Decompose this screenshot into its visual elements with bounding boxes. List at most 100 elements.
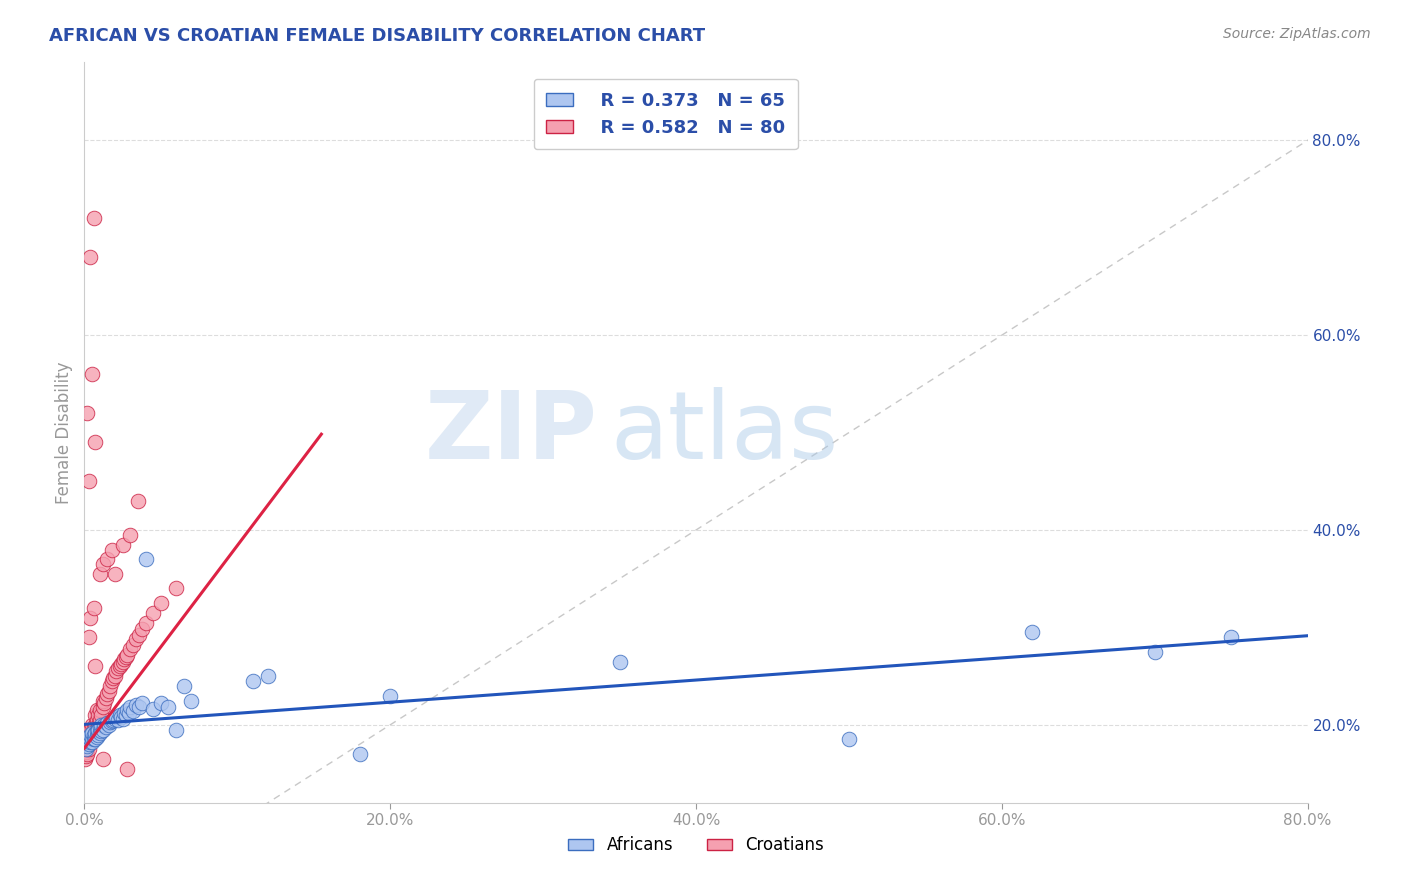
Point: [91, 723, 114, 737]
Point: [77, 732, 100, 747]
Point: [76, 735, 98, 749]
Point: [76, 737, 98, 751]
Point: [76, 739, 98, 754]
Point: [165, 723, 187, 737]
Point: [91, 693, 114, 707]
Point: [111, 712, 134, 726]
Point: [90, 718, 112, 732]
Point: [84, 659, 107, 673]
Point: [84, 725, 107, 739]
Point: [77, 728, 100, 742]
Point: [104, 712, 127, 726]
Point: [131, 623, 153, 637]
Point: [108, 659, 131, 673]
Point: [79, 250, 101, 264]
Point: [89, 703, 111, 717]
Point: [103, 713, 125, 727]
Point: [242, 673, 264, 688]
Text: ZIP: ZIP: [425, 386, 598, 479]
Point: [80, 735, 103, 749]
Point: [91, 752, 114, 766]
Point: [89, 566, 111, 581]
Point: [75, 752, 97, 766]
Point: [97, 683, 120, 698]
Point: [75, 749, 97, 764]
Point: [75, 737, 97, 751]
Point: [80, 718, 103, 732]
Point: [89, 713, 111, 727]
Point: [149, 596, 172, 610]
Point: [257, 669, 280, 683]
Point: [98, 714, 121, 729]
Point: [125, 632, 148, 647]
Point: [114, 649, 136, 664]
Point: [135, 615, 157, 630]
Text: Source: ZipAtlas.com: Source: ZipAtlas.com: [1223, 27, 1371, 41]
Point: [96, 687, 118, 701]
Point: [77, 742, 100, 756]
Point: [86, 723, 108, 738]
Point: [120, 641, 142, 656]
Point: [98, 679, 121, 693]
Point: [80, 725, 103, 739]
Point: [97, 718, 120, 732]
Point: [107, 661, 129, 675]
Point: [115, 648, 138, 662]
Point: [96, 715, 118, 730]
Y-axis label: Female Disability: Female Disability: [55, 361, 73, 504]
Point: [173, 679, 195, 693]
Point: [79, 735, 101, 749]
Point: [86, 713, 108, 727]
Point: [180, 693, 202, 707]
Point: [110, 657, 132, 672]
Point: [76, 728, 98, 742]
Point: [77, 630, 100, 644]
Point: [76, 742, 98, 756]
Point: [110, 710, 132, 724]
Point: [86, 730, 108, 744]
Point: [349, 747, 371, 761]
Point: [165, 582, 187, 596]
Point: [76, 731, 98, 746]
Point: [91, 557, 114, 571]
Point: [157, 700, 180, 714]
Point: [75, 742, 97, 756]
Point: [104, 566, 127, 581]
Point: [87, 718, 110, 732]
Point: [79, 730, 101, 744]
Point: [75, 742, 97, 756]
Point: [87, 728, 110, 742]
Point: [80, 725, 103, 739]
Point: [609, 655, 631, 669]
Point: [77, 475, 100, 489]
Point: [87, 723, 110, 737]
Point: [86, 703, 108, 717]
Legend: Africans, Croatians: Africans, Croatians: [561, 830, 831, 861]
Point: [86, 723, 108, 737]
Point: [142, 606, 165, 620]
Point: [76, 747, 98, 761]
Point: [101, 673, 124, 688]
Point: [115, 703, 138, 717]
Point: [84, 732, 107, 747]
Point: [94, 690, 117, 705]
Point: [120, 528, 142, 542]
Point: [114, 708, 136, 723]
Point: [105, 665, 128, 679]
Point: [380, 689, 402, 703]
Point: [122, 638, 145, 652]
Point: [104, 669, 127, 683]
Point: [91, 700, 114, 714]
Point: [111, 538, 134, 552]
Point: [76, 406, 98, 420]
Point: [90, 708, 112, 723]
Point: [101, 714, 124, 728]
Point: [127, 493, 149, 508]
Point: [77, 730, 100, 744]
Point: [83, 720, 105, 734]
Text: AFRICAN VS CROATIAN FEMALE DISABILITY CORRELATION CHART: AFRICAN VS CROATIAN FEMALE DISABILITY CO…: [49, 27, 706, 45]
Point: [75, 737, 97, 751]
Point: [101, 542, 124, 557]
Point: [84, 725, 107, 739]
Text: atlas: atlas: [610, 386, 838, 479]
